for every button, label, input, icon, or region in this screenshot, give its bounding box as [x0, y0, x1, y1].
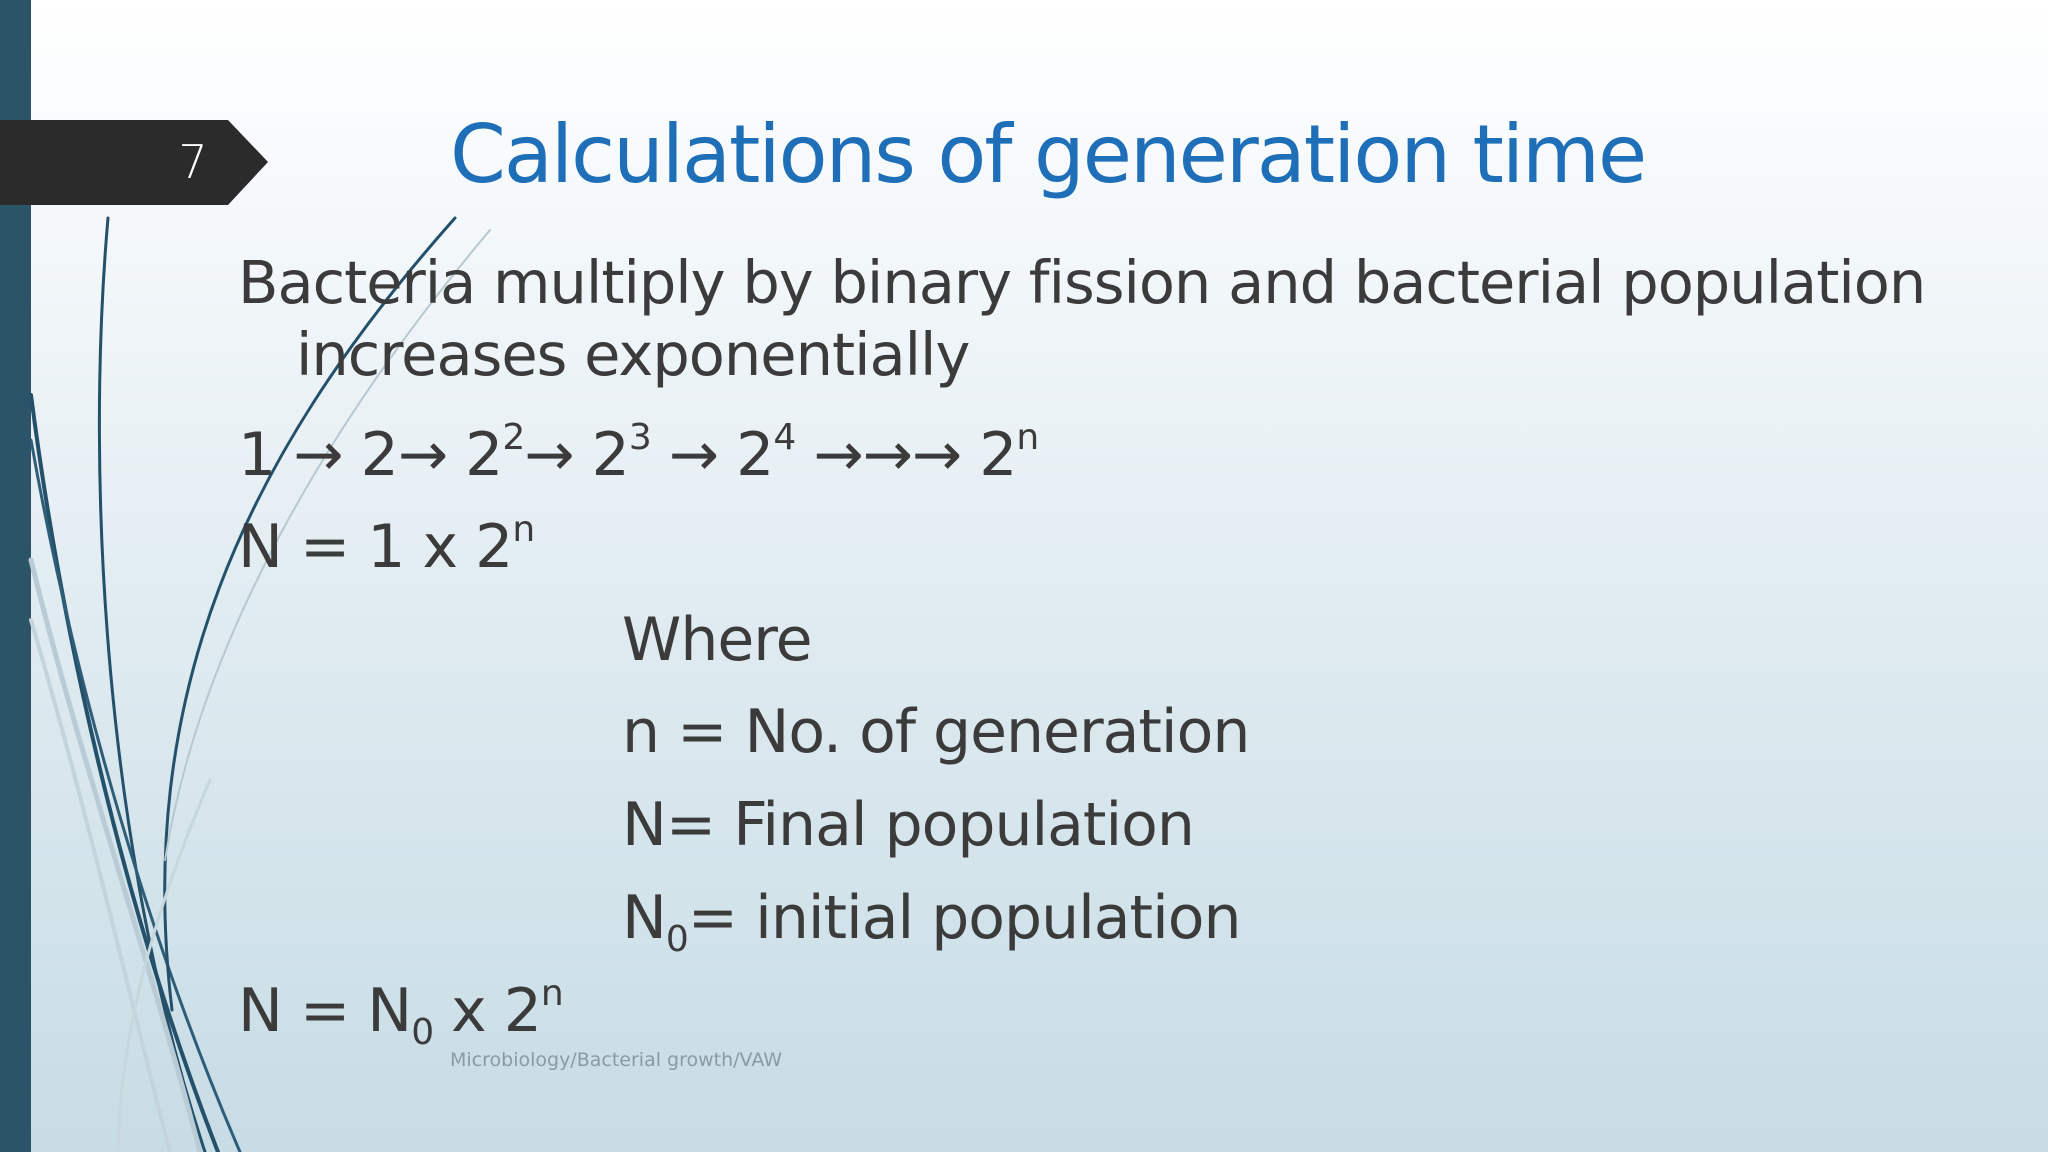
seq-exponent: 2 — [502, 416, 525, 458]
n0-text: = initial population — [687, 883, 1242, 953]
equation-2: N = N0 x 2n — [238, 972, 564, 1050]
equation-2-mid: x 2 — [433, 976, 542, 1046]
equation-1-lhs: N = 1 x 2 — [238, 512, 513, 582]
seq-arrow: → — [397, 420, 448, 490]
body-text-line-2: increases exponentially — [296, 320, 970, 389]
slide-number: 7 — [178, 135, 208, 189]
seq-base: 2 — [591, 420, 630, 490]
slide-title: Calculations of generation time — [450, 108, 1647, 201]
seq-exponent: 4 — [773, 416, 796, 458]
equation-1: N = 1 x 2n — [238, 508, 535, 582]
body-text-line-1: Bacteria multiply by binary fission and … — [238, 248, 1926, 317]
slide-number-tab — [0, 120, 268, 205]
seq-base: 2 — [736, 420, 774, 490]
seq-arrow: → — [524, 420, 574, 490]
exponential-sequence: 1 → 2→ 22→ 23 → 24 →→→ 2n — [238, 416, 1039, 490]
definition-N: N= Final population — [622, 790, 1195, 860]
equation-2-exponent: n — [540, 972, 564, 1014]
definition-N0: N0= initial population — [622, 883, 1242, 958]
n0-subscript: 0 — [665, 919, 689, 960]
seq-arrow: → — [668, 420, 719, 490]
seq-term-2: 2 — [360, 420, 399, 490]
n0-symbol: N — [622, 883, 667, 953]
definition-n: n = No. of generation — [622, 697, 1250, 767]
equation-2-subscript: 0 — [411, 1012, 434, 1053]
seq-base: 2 — [979, 420, 1017, 490]
seq-exponent: 3 — [628, 416, 652, 458]
equation-2-lhs: N = N — [238, 976, 412, 1046]
seq-triple-arrow: →→→ — [813, 420, 962, 490]
seq-exponent: n — [1016, 416, 1039, 458]
footer-text: Microbiology/Bacterial growth/VAW — [450, 1049, 783, 1071]
equation-1-exponent: n — [512, 508, 535, 550]
seq-base: 2 — [465, 420, 503, 490]
seq-term-1: 1 — [238, 420, 276, 490]
seq-arrow: → — [293, 420, 343, 490]
where-label: Where — [622, 605, 813, 675]
